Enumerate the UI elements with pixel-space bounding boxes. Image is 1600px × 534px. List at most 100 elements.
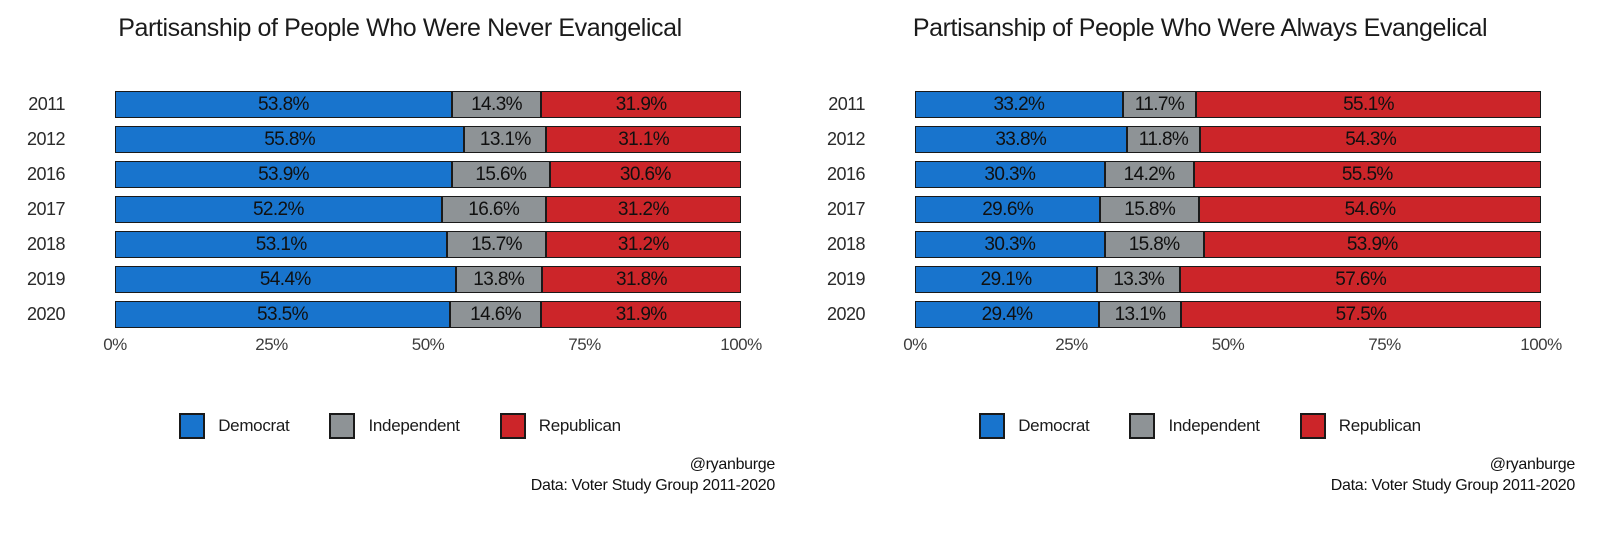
bar-value-label: 53.9% (258, 163, 309, 185)
bar-track: 53.9% 15.6% 30.6% (115, 161, 741, 188)
year-label: 2011 (828, 94, 865, 114)
credits: @ryanburge Data: Voter Study Group 2011-… (25, 454, 776, 496)
bar-value-label: 54.6% (1344, 198, 1396, 220)
bar-segment-republican: 55.5% (1193, 161, 1541, 188)
legend-swatch (1299, 413, 1326, 439)
bar-segment-independent: 15.7% (447, 231, 546, 258)
bar-segment-democrat: 33.8% (915, 126, 1127, 153)
bar-track: 54.4% 13.8% 31.8% (115, 266, 741, 293)
year-label: 2016 (26, 164, 66, 184)
bar-row: 2011 33.2% 11.7% 55.1% (825, 87, 1541, 122)
bar-row: 2018 53.1% 15.7% 31.2% (25, 227, 741, 262)
x-axis-tick-label: 100% (720, 335, 762, 354)
bar-track: 29.4% 13.1% 57.5% (915, 301, 1541, 328)
plot-area: 2011 53.8% 14.3% 31.9% 2012 55.8% 13.1% 31.1% 20… (25, 87, 775, 359)
legend-label: Democrat (218, 416, 290, 435)
bar-segment-democrat: 55.8% (115, 126, 465, 153)
bar-track: 29.1% 13.3% 57.6% (915, 266, 1541, 293)
bar-segment-republican: 31.1% (546, 126, 741, 153)
chart-panel-never-evangelical: Partisanship of People Who Were Never Ev… (25, 14, 776, 496)
bar-segment-independent: 15.6% (452, 161, 550, 188)
bar-value-label: 53.5% (257, 303, 308, 325)
bar-value-label: 13.8% (473, 268, 525, 290)
bar-row: 2012 33.8% 11.8% 54.3% (825, 122, 1541, 157)
bar-segment-republican: 54.6% (1199, 196, 1541, 223)
bar-value-label: 31.1% (618, 128, 670, 150)
bar-track: 30.3% 14.2% 55.5% (915, 161, 1541, 188)
x-axis-track: 0% 25% 50% 75% 100% (903, 335, 1562, 359)
bar-segment-republican: 31.2% (545, 231, 741, 258)
bar-segment-democrat: 54.4% (115, 266, 456, 293)
bar-rows: 2011 33.2% 11.7% 55.1% 2012 33.8% 11.8% 54.3% 20… (825, 87, 1541, 332)
bar-value-label: 14.6% (470, 303, 522, 325)
bar-segment-independent: 14.2% (1104, 161, 1194, 188)
legend-item-independent: Independent (1129, 413, 1260, 439)
bar-value-label: 13.3% (1113, 268, 1165, 290)
bar-track: 30.3% 15.8% 53.9% (915, 231, 1541, 258)
year-label: 2011 (28, 94, 65, 114)
legend: Democrat Independent Republican (825, 411, 1575, 441)
x-axis-tick-label: 50% (1211, 335, 1245, 354)
chart-panel-always-evangelical: Partisanship of People Who Were Always E… (800, 0, 1600, 534)
bar-row: 2011 53.8% 14.3% 31.9% (25, 87, 741, 122)
bar-segment-republican: 31.9% (541, 301, 741, 328)
x-axis-tick-label: 75% (568, 335, 601, 354)
x-axis: 0% 25% 50% 75% 100% (25, 335, 762, 359)
bar-rows: 2011 53.8% 14.3% 31.9% 2012 55.8% 13.1% 31.1% 20… (25, 87, 741, 332)
bar-row: 2016 30.3% 14.2% 55.5% (825, 157, 1541, 192)
bar-row: 2017 29.6% 15.8% 54.6% (825, 192, 1541, 227)
year-label: 2012 (26, 129, 66, 149)
x-axis-tick-label: 25% (1055, 335, 1088, 354)
bar-value-label: 11.8% (1138, 128, 1189, 150)
bar-value-label: 14.2% (1123, 163, 1175, 185)
legend-label: Democrat (1018, 416, 1090, 435)
legend-item-democrat: Democrat (179, 413, 290, 439)
legend-label: Republican (1338, 416, 1421, 435)
bar-value-label: 33.8% (995, 128, 1047, 150)
bar-row: 2017 52.2% 16.6% 31.2% (25, 192, 741, 227)
credit-handle: @ryanburge (689, 456, 776, 473)
bar-value-label: 13.1% (1114, 303, 1166, 325)
bar-value-label: 15.8% (1124, 198, 1176, 220)
chart-title: Partisanship of People Who Were Always E… (912, 14, 1488, 42)
bar-segment-republican: 53.9% (1203, 231, 1541, 258)
bar-segment-democrat: 52.2% (115, 196, 442, 223)
bar-value-label: 55.5% (1341, 163, 1393, 185)
bar-value-label: 54.4% (259, 268, 311, 290)
bar-row: 2019 54.4% 13.8% 31.8% (25, 262, 741, 297)
x-axis-tick-label: 25% (255, 335, 288, 354)
legend-item-democrat: Democrat (979, 413, 1090, 439)
bar-segment-republican: 55.1% (1196, 91, 1541, 118)
bar-value-label: 29.1% (980, 268, 1032, 290)
year-label: 2016 (826, 164, 866, 184)
bar-segment-independent: 11.7% (1122, 91, 1197, 118)
credit-handle: @ryanburge (1489, 456, 1576, 473)
bar-segment-independent: 11.8% (1126, 126, 1201, 153)
bar-segment-democrat: 53.5% (115, 301, 450, 328)
bar-row: 2018 30.3% 15.8% 53.9% (825, 227, 1541, 262)
bar-value-label: 53.9% (1346, 233, 1398, 255)
x-axis-tick-label: 50% (411, 335, 445, 354)
bar-segment-republican: 54.3% (1200, 126, 1541, 153)
bar-value-label: 54.3% (1345, 128, 1397, 150)
bar-segment-independent: 13.1% (464, 126, 547, 153)
credits: @ryanburge Data: Voter Study Group 2011-… (825, 454, 1576, 496)
bar-value-label: 13.1% (479, 128, 531, 150)
bar-value-label: 55.1% (1343, 93, 1394, 115)
legend-swatch (179, 413, 206, 439)
bar-track: 33.2% 11.7% 55.1% (915, 91, 1541, 118)
legend-swatch (329, 413, 356, 439)
bar-segment-republican: 31.8% (541, 266, 741, 293)
year-label: 2018 (26, 234, 66, 254)
bar-segment-independent: 13.1% (1099, 301, 1182, 328)
bar-value-label: 30.6% (619, 163, 671, 185)
legend-label: Independent (368, 416, 460, 435)
bar-segment-democrat: 29.6% (915, 196, 1101, 223)
bar-value-label: 29.4% (981, 303, 1033, 325)
bar-track: 53.8% 14.3% 31.9% (115, 91, 741, 118)
bar-track: 29.6% 15.8% 54.6% (915, 196, 1541, 223)
bar-row: 2016 53.9% 15.6% 30.6% (25, 157, 741, 192)
bar-segment-democrat: 33.2% (915, 91, 1123, 118)
bar-value-label: 57.5% (1335, 303, 1387, 325)
